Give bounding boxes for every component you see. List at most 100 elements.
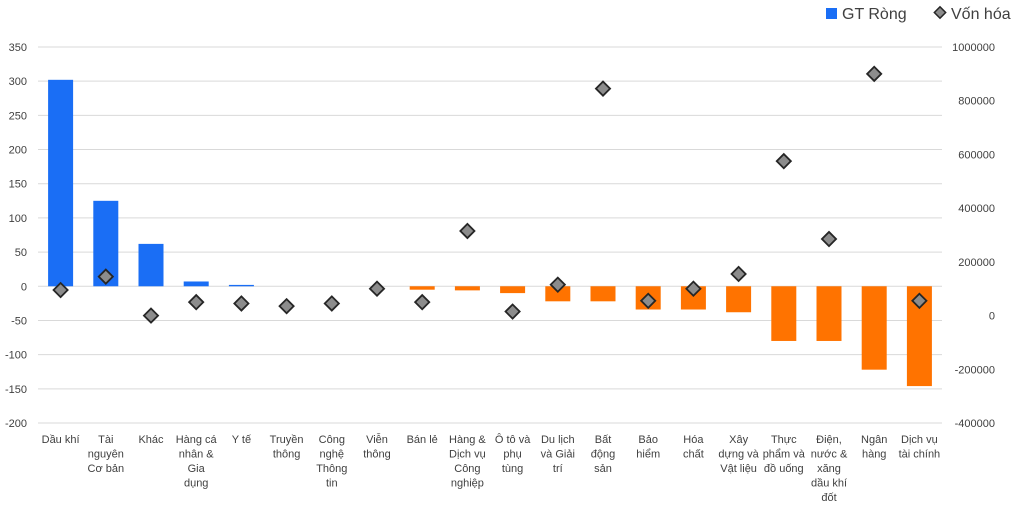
category-label-line: Khác [138,434,164,446]
marker [911,292,928,310]
bar [48,79,74,287]
bar [771,286,797,341]
category-label-line: tài chính [899,449,941,461]
category-label-line: động [591,449,615,461]
left-tick-label: -50 [11,315,27,327]
category-label-line: Du lịch [541,434,575,446]
category-label-line: dụng [184,478,208,490]
category-label-line: đồ uống [764,463,804,475]
category-label-line: nhân & [179,449,215,461]
category-label-line: phẩm và [763,449,806,461]
marker [278,297,295,315]
category-label: Du lịch và Giải trí [541,434,575,475]
category-label-line: dầu khí [811,478,847,490]
bar [409,286,435,290]
category-label: Tài nguyên Cơ bản [88,434,125,475]
bar [861,286,887,370]
right-tick-label: -400000 [955,418,995,430]
category-label-line: Cơ bản [88,463,125,475]
category-label: Ngân hàng [861,434,887,461]
category-label-line: nghệ [320,449,344,461]
marker [549,276,567,294]
bar [138,243,164,287]
category-label-line: dựng và [718,449,759,461]
bar [500,286,526,294]
bar [183,281,209,287]
category-label-line: Truyền [270,434,304,446]
marker [187,293,205,311]
category-label-line: Ô tô và [495,433,531,446]
category-label: Khác [138,434,164,446]
marker [97,268,115,285]
left-tick-label: 300 [9,76,27,88]
category-label: Bảo hiểm [636,434,660,461]
marker [865,65,883,83]
marker [233,295,250,312]
category-label: Bán lẻ [407,434,438,446]
left-tick-label: 250 [9,110,27,122]
category-label-line: thông [363,449,391,461]
category-label-line: Công [319,434,345,446]
category-labels: Dầu khí Tài nguyên Cơ bản Khác Hàng cá nhân & G… [42,433,941,504]
bar [816,286,842,341]
category-label-line: Hàng & [449,434,486,446]
category-label-line: Thông [316,463,347,475]
marker [52,281,69,299]
category-label-line: xăng [817,463,841,475]
right-tick-label: 800000 [958,96,995,108]
category-label-line: Dịch vụ [449,449,486,461]
right-axis: 1000000 800000 600000 400000 200000 0 -200000 -… [952,42,995,430]
legend-label-von-hoa: Vốn hóa [951,6,1011,23]
bar [228,284,254,287]
category-label-line: Điện, [816,434,842,446]
category-label-line: nước & [811,449,848,461]
left-tick-label: -100 [5,350,27,362]
category-label: Thực phẩm và đồ uống [763,434,806,475]
category-label: Xây dựng và Vật liệu [718,434,759,475]
category-label-line: và Giải [541,449,575,461]
category-label-line: Bất [595,434,612,446]
category-label-line: tin [326,478,338,490]
category-label-line: Hóa [683,434,704,446]
bar [680,286,706,310]
right-tick-label: 600000 [958,149,995,161]
category-label-line: đốt [821,492,836,504]
category-label: Ô tô và phụ tùng [495,433,531,475]
category-label-line: Viễn [366,433,388,446]
right-tick-label: 200000 [958,257,995,269]
category-label-line: hiểm [636,449,660,461]
left-tick-label: -150 [5,384,27,396]
left-tick-label: 50 [15,247,27,259]
right-tick-label: 1000000 [952,42,995,54]
marker [775,152,793,170]
marker-series [52,65,928,324]
category-label: Hàng cá nhân & Gia dụng [176,434,218,490]
category-label-line: Hàng cá [176,434,218,446]
category-label-line: hàng [862,449,886,461]
marker [820,230,838,248]
marker [639,292,657,310]
category-label-line: Ngân [861,434,887,446]
category-label: Điện, nước & xăng dầu khí đốt [811,434,848,504]
marker [413,293,431,311]
category-label-line: sản [594,463,612,475]
category-label: Công nghệ Thông tin [316,434,347,490]
category-label: Dầu khí [42,434,80,446]
left-tick-label: 350 [9,42,27,54]
category-label-line: Dịch vụ [901,434,938,446]
marker [504,303,521,320]
category-label-line: chất [683,449,704,461]
category-label-line: phụ [503,449,521,461]
right-tick-label: 0 [989,311,995,323]
left-tick-label: 200 [9,145,27,157]
category-label: Dịch vụ tài chính [899,434,941,461]
left-tick-label: -200 [5,418,27,430]
category-label-line: Công [454,463,480,475]
category-label-line: thông [273,449,301,461]
left-tick-label: 150 [9,179,27,191]
category-label-line: Bán lẻ [407,434,438,446]
marker [459,222,476,240]
marker [142,307,160,324]
legend-swatch-gt-rong [826,8,837,19]
gridlines [38,46,942,424]
